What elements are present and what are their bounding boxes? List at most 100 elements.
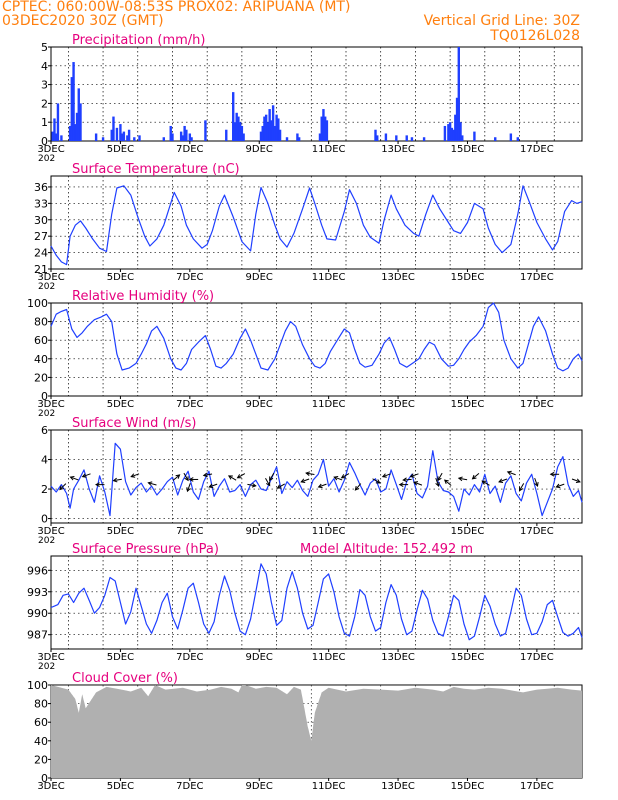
wind-arrow [300,478,310,483]
wind-arrow-shaft [70,476,79,481]
wind-arrow-shaft [131,473,140,478]
precip-bar [395,135,398,141]
wind-arrow [59,483,67,491]
wind-arrow-shaft [413,481,423,486]
wind-arrow [81,473,91,478]
precip-bar [120,133,124,141]
pressure-ytick-label: 990 [27,607,48,620]
rh-year-tag: 202 [38,409,55,419]
wind-arrow-head [202,472,208,478]
pressure-ytick-label: 987 [27,629,48,642]
wind-arrow-head [506,470,512,476]
temp-xtick-label: 5DEC [107,272,134,283]
precip-bar [237,116,240,141]
rh-ytick-label: 20 [34,371,48,384]
wind-arrow [555,483,565,489]
precip-bar [183,125,186,141]
precip-bar [296,133,299,141]
rh-xtick-label: 7DEC [176,399,203,410]
wind-arrow-shaft [269,472,275,481]
wind-title: Surface Wind (m/s) [72,416,196,431]
temp-ytick-label: 24 [34,247,48,260]
wind-year-tag: 202 [38,536,55,546]
wind-arrow-shaft [534,477,539,487]
wind-arrow-shaft [507,471,516,476]
precip-xtick-label: 11DEC [312,144,346,155]
wind-arrow [518,483,525,492]
wind-arrow-head [69,475,75,481]
precip-bar [509,133,513,141]
temp-panel [48,175,583,272]
rh-xtick-label: 5DEC [107,399,134,410]
precip-bar [461,135,464,141]
wind-arrow [236,473,246,479]
wind-ytick-label: 0 [41,513,48,526]
precip-bar [204,120,207,141]
wind-arrow-head [381,473,387,478]
wind-arrow [172,474,181,481]
wind-arrow [188,477,199,482]
wind-arrow-shaft [341,473,350,479]
wind-arrow-head [300,478,306,483]
rh-ytick-label: 80 [34,316,48,329]
precip-bar [376,135,379,141]
precip-bar [138,135,141,141]
wind-arrow-head [184,476,189,482]
pressure-title-right: Model Altitude: 152.492 m [300,542,473,557]
wind-arrow-head [402,477,408,483]
precip-bar [190,137,193,141]
wind-arrow-head [95,482,100,487]
wind-arrow [227,475,237,481]
wind-arrow-head [59,485,64,491]
wind-arrow-head [498,478,504,483]
wind-arrow-shaft [247,483,256,487]
wind-arrow-shaft [82,473,91,478]
temp-xtick-label: 3DEC [37,272,64,283]
wind-arrow [95,482,105,487]
wind-arrow [354,483,362,491]
precip-bar [422,137,426,141]
precip-bar [454,114,457,141]
precip-bar [278,129,282,141]
precip-ytick-label: 0 [41,135,48,148]
wind-arrow-head [340,474,346,479]
temp-ytick-label: 33 [34,197,48,210]
precip-bar [297,137,301,141]
wind-arrow-shaft [437,472,443,481]
wind-arrow [186,483,191,493]
cloud-title: Cloud Cover (%) [72,671,178,686]
rh-xtick-label: 11DEC [312,399,346,410]
wind-arrow-head [269,476,274,482]
precip-bar [259,131,263,141]
rh-ytick-label: 100 [27,297,48,310]
wind-arrow-head [481,480,487,485]
pressure-panel [48,555,583,652]
precip-bar [318,133,322,141]
rh-xtick-label: 3DEC [37,399,64,410]
wind-arrow [398,482,409,487]
cloud-ytick-label: 80 [34,698,48,711]
wind-arrow-head [471,474,477,480]
wind-arrow-shaft [458,477,468,481]
precip-xtick-label: 7DEC [176,144,203,155]
wind-arrow [333,475,343,481]
precip-xtick-label: 9DEC [246,144,273,155]
precip-bar [405,135,408,141]
wind-arrow [247,482,257,488]
wind-arrow-shaft [372,478,381,484]
wind-arrow [437,472,443,482]
temp-xtick-label: 9DEC [246,272,273,283]
wind-arrow-shaft [556,483,565,488]
precip-bar [232,92,235,141]
rh-xtick-label: 13DEC [381,399,415,410]
wind-arrow-head [435,482,440,488]
temp-ytick-label: 30 [34,214,48,227]
precip-bar [452,129,455,141]
precip-bar [264,114,268,141]
cloud-xtick-label: 11DEC [312,781,346,792]
precip-bar [275,114,278,141]
precip-ytick-label: 5 [41,41,48,54]
precip-xtick-label: 15DEC [451,144,485,155]
wind-xtick-label: 11DEC [312,526,346,537]
wind-arrow-head [375,479,381,484]
